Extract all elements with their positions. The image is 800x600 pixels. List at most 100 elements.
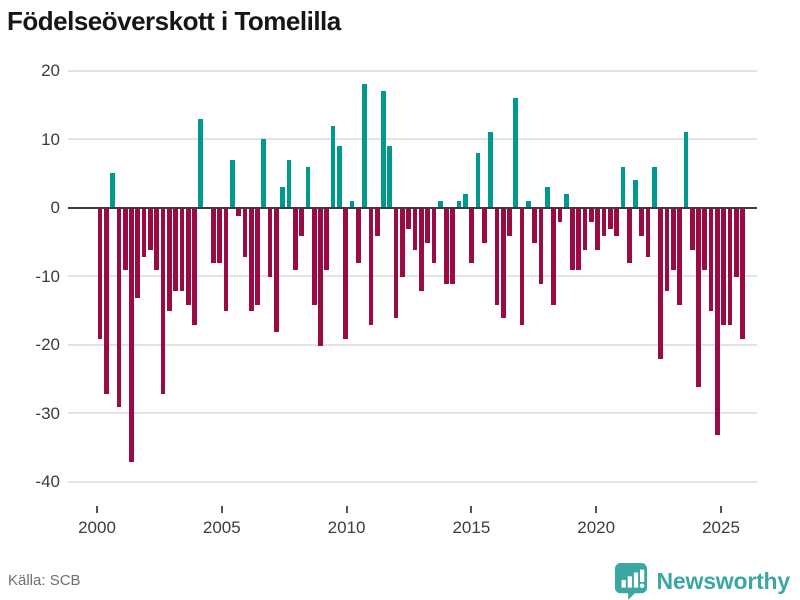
bar-negative bbox=[670, 208, 676, 271]
bar-negative bbox=[733, 208, 739, 278]
x-axis-tick-label: 2000 bbox=[78, 518, 116, 537]
bar-negative bbox=[255, 208, 260, 305]
bar-negative bbox=[223, 208, 229, 312]
bar-negative bbox=[374, 208, 380, 237]
bar-positive bbox=[526, 200, 531, 208]
newsworthy-badge-icon bbox=[614, 563, 647, 600]
bar-negative bbox=[639, 208, 645, 237]
gridline--10 bbox=[68, 275, 757, 278]
bar-negative bbox=[393, 208, 399, 319]
x-axis-tick bbox=[220, 506, 223, 513]
bar-negative bbox=[217, 208, 223, 264]
x-axis-tick-label: 2010 bbox=[327, 518, 366, 537]
bar-negative bbox=[299, 208, 304, 237]
bar-negative bbox=[412, 208, 418, 250]
bar-positive bbox=[381, 91, 386, 208]
bar-positive bbox=[261, 139, 267, 208]
bar-negative bbox=[444, 208, 449, 285]
bar-negative bbox=[400, 208, 405, 278]
bar-negative bbox=[343, 208, 349, 339]
bar-negative bbox=[727, 208, 733, 326]
x-axis-tick-label: 2005 bbox=[202, 518, 241, 537]
bar-negative bbox=[607, 208, 613, 230]
bar-negative bbox=[500, 208, 506, 319]
bar-negative bbox=[318, 208, 323, 346]
gridline-10 bbox=[68, 138, 757, 141]
x-axis-tick bbox=[470, 506, 473, 513]
bar-negative bbox=[519, 208, 525, 326]
bar-negative bbox=[740, 208, 745, 339]
bar-negative bbox=[664, 208, 670, 291]
y-axis-tick-label: -40 bbox=[35, 472, 60, 492]
bar-negative bbox=[274, 208, 279, 332]
bar-negative bbox=[141, 208, 147, 257]
bar-negative bbox=[645, 208, 651, 257]
bar-negative bbox=[148, 208, 153, 250]
bar-positive bbox=[305, 166, 311, 208]
gridline--30 bbox=[68, 412, 757, 415]
bar-negative bbox=[551, 208, 556, 305]
bar-negative bbox=[532, 208, 538, 243]
bar-negative bbox=[715, 208, 720, 435]
bar-positive bbox=[563, 194, 569, 208]
x-axis-tick bbox=[595, 506, 598, 513]
y-axis-tick-label: -30 bbox=[35, 403, 60, 423]
bar-positive bbox=[488, 132, 493, 208]
bar-negative bbox=[355, 208, 361, 264]
bar-negative bbox=[708, 208, 714, 312]
bar-negative bbox=[103, 208, 109, 394]
bar-negative bbox=[179, 208, 185, 291]
bar-negative bbox=[248, 208, 254, 312]
x-axis-tick-label: 2025 bbox=[702, 518, 740, 537]
y-axis-tick-label: 0 bbox=[50, 198, 60, 218]
bar-positive bbox=[652, 166, 657, 208]
bar-negative bbox=[406, 208, 412, 230]
bar-negative bbox=[129, 208, 134, 463]
newsworthy-wordmark: Newsworthy bbox=[656, 567, 791, 594]
plot-area: 20 10 0 -10 -20 -30 -40 2000 2005 2010 2015 2020 202… bbox=[35, 61, 757, 537]
gridline--40 bbox=[68, 480, 757, 483]
bar-positive bbox=[229, 159, 235, 208]
bar-negative bbox=[431, 208, 437, 264]
bar-negative bbox=[696, 208, 701, 387]
gridline--20 bbox=[68, 343, 757, 346]
bar-positive bbox=[286, 159, 292, 208]
bar-positive bbox=[463, 194, 468, 208]
x-axis-tick-label: 2015 bbox=[452, 518, 491, 537]
bar-negative bbox=[211, 208, 216, 264]
x-axis-tick bbox=[96, 506, 98, 513]
bar-negative bbox=[242, 208, 248, 257]
bar-negative bbox=[721, 208, 727, 326]
bar-negative bbox=[154, 208, 160, 271]
bar-negative bbox=[595, 208, 601, 250]
x-axis-tick bbox=[720, 506, 722, 513]
bar-positive bbox=[387, 146, 393, 208]
bar-negative bbox=[192, 208, 197, 326]
bar-positive bbox=[337, 146, 342, 208]
bar-positive bbox=[456, 200, 462, 208]
y-axis-tick-label: 20 bbox=[41, 61, 60, 81]
bar-positive bbox=[330, 125, 336, 208]
y-axis-tick-label: -20 bbox=[35, 335, 60, 355]
bar-negative bbox=[236, 208, 241, 216]
bar-negative bbox=[689, 208, 695, 250]
bar-negative bbox=[601, 208, 607, 237]
bar-negative bbox=[122, 208, 128, 271]
bar-negative bbox=[576, 208, 582, 271]
bar-negative bbox=[173, 208, 178, 291]
bar-negative bbox=[116, 208, 122, 408]
bar-negative bbox=[292, 208, 298, 271]
bar-positive bbox=[544, 187, 550, 208]
bar-positive bbox=[349, 200, 355, 208]
x-axis-tick bbox=[345, 506, 348, 513]
x-axis-tick-label: 2020 bbox=[577, 518, 616, 537]
y-axis-tick-label: -10 bbox=[35, 266, 60, 286]
bar-negative bbox=[160, 208, 166, 394]
bar-negative bbox=[185, 208, 191, 305]
bar-negative bbox=[589, 208, 594, 223]
bar-negative bbox=[425, 208, 430, 243]
bar-negative bbox=[469, 208, 475, 264]
bar-negative bbox=[267, 208, 273, 278]
bar-positive bbox=[633, 180, 638, 208]
bar-negative bbox=[311, 208, 317, 305]
